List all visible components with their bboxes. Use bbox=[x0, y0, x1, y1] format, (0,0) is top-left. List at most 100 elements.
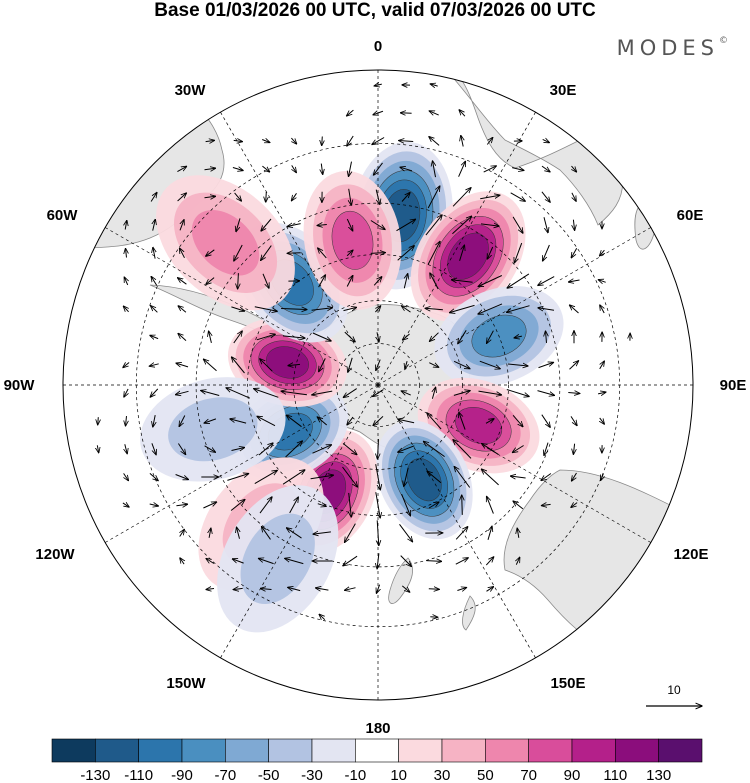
wind-vector bbox=[569, 280, 580, 282]
wind-vector bbox=[312, 390, 333, 395]
wind-vector bbox=[452, 216, 471, 235]
wind-vector bbox=[432, 387, 435, 399]
wind-vector bbox=[288, 587, 301, 590]
wind-vector bbox=[346, 218, 352, 231]
colorbar-swatch bbox=[51, 738, 96, 763]
wind-vector bbox=[349, 188, 352, 205]
colorbar-swatch bbox=[485, 738, 529, 763]
colorbar-tick-label: 30 bbox=[434, 767, 451, 783]
wind-vector bbox=[461, 136, 463, 147]
wind-vector bbox=[455, 527, 468, 540]
wind-vector bbox=[572, 472, 577, 481]
wind-vector bbox=[600, 417, 605, 424]
wind-vector bbox=[319, 358, 326, 371]
wind-vector bbox=[485, 557, 493, 566]
wind-vector bbox=[176, 363, 189, 368]
wind-vector bbox=[373, 111, 384, 115]
lon-label-0: 0 bbox=[374, 38, 382, 55]
wind-vector bbox=[343, 307, 357, 310]
wind-vector bbox=[312, 332, 331, 341]
longitude-meridian bbox=[377, 227, 651, 386]
wind-vector bbox=[427, 471, 442, 484]
wind-vector bbox=[227, 474, 248, 481]
wind-vector bbox=[206, 589, 215, 590]
map-border bbox=[62, 69, 694, 701]
wind-vector bbox=[403, 333, 410, 340]
colorbar-swatch bbox=[181, 738, 226, 763]
wind-vector bbox=[149, 364, 159, 366]
wind-vector bbox=[233, 331, 242, 344]
wind-vector bbox=[149, 504, 159, 506]
anomaly-contour bbox=[406, 458, 442, 502]
wind-vector bbox=[507, 273, 530, 288]
wind-vector bbox=[345, 588, 356, 591]
wind-vector bbox=[513, 501, 524, 510]
wind-vector bbox=[375, 306, 380, 313]
wind-vector bbox=[370, 253, 386, 254]
wind-vector bbox=[261, 245, 272, 261]
wind-vector bbox=[458, 330, 467, 343]
wind-vector bbox=[481, 469, 499, 486]
wind-vector bbox=[430, 332, 439, 342]
wind-vector bbox=[313, 532, 331, 534]
lon-label-150e: 150E bbox=[550, 675, 585, 692]
wind-vector bbox=[124, 473, 129, 480]
wind-vector bbox=[541, 165, 550, 172]
wind-vector bbox=[342, 443, 357, 454]
wind-vector bbox=[427, 241, 440, 265]
wind-vector bbox=[377, 332, 379, 341]
wind-vector bbox=[124, 388, 128, 397]
wind-vector bbox=[262, 273, 269, 288]
lon-label-90w: 90W bbox=[4, 377, 36, 394]
wind-vector bbox=[312, 445, 332, 454]
wind-vector bbox=[287, 224, 301, 227]
wind-vector bbox=[397, 246, 415, 261]
wind-vector bbox=[507, 305, 530, 313]
wind-vector bbox=[459, 110, 466, 117]
wind-vector bbox=[538, 308, 555, 310]
wind-vector bbox=[261, 589, 272, 590]
wind-vector bbox=[321, 163, 322, 175]
longitude-meridian bbox=[105, 384, 379, 543]
wind-vector bbox=[179, 415, 186, 427]
wind-vector bbox=[429, 362, 438, 368]
wind-vector bbox=[317, 504, 326, 507]
wind-vector bbox=[153, 247, 155, 259]
wind-vector bbox=[459, 412, 466, 430]
wind-vector bbox=[232, 357, 245, 374]
wind-vector bbox=[425, 215, 442, 236]
anomaly-center-east-pacific-low bbox=[140, 377, 286, 482]
lon-label-150w: 150W bbox=[166, 675, 206, 692]
wind-vector bbox=[288, 364, 301, 365]
colorbar-swatch bbox=[615, 738, 659, 763]
wind-vector bbox=[347, 135, 354, 146]
wind-vector bbox=[319, 614, 326, 621]
wind-vector bbox=[487, 246, 494, 259]
wind-vector bbox=[97, 445, 98, 452]
wind-vector bbox=[399, 524, 413, 541]
wind-vector bbox=[396, 219, 416, 232]
wind-vector bbox=[374, 162, 383, 175]
colorbar-tick-label: 90 bbox=[564, 767, 581, 783]
wind-vector bbox=[209, 528, 211, 538]
wind-vector bbox=[541, 191, 550, 202]
wind-vector bbox=[201, 391, 220, 396]
colorbar-swatch bbox=[441, 738, 486, 763]
wind-vector bbox=[347, 109, 354, 116]
wind-vector bbox=[487, 496, 494, 514]
wind-vector bbox=[149, 473, 158, 480]
wind-vector bbox=[570, 416, 577, 425]
colorbar-swatch bbox=[658, 738, 703, 763]
new-zealand-land bbox=[388, 557, 476, 631]
wind-vector bbox=[482, 444, 499, 455]
colorbar-tick-label: 110 bbox=[603, 767, 627, 783]
wind-vector bbox=[455, 558, 468, 565]
wind-vector bbox=[126, 416, 127, 426]
wind-vector bbox=[178, 278, 187, 285]
colorbar-swatch bbox=[355, 738, 399, 763]
map-disk bbox=[63, 70, 693, 700]
wind-vector bbox=[311, 308, 333, 311]
wind-vector bbox=[427, 186, 440, 209]
lon-label-60e: 60E bbox=[677, 207, 704, 224]
colorbar-swatch bbox=[138, 738, 183, 763]
